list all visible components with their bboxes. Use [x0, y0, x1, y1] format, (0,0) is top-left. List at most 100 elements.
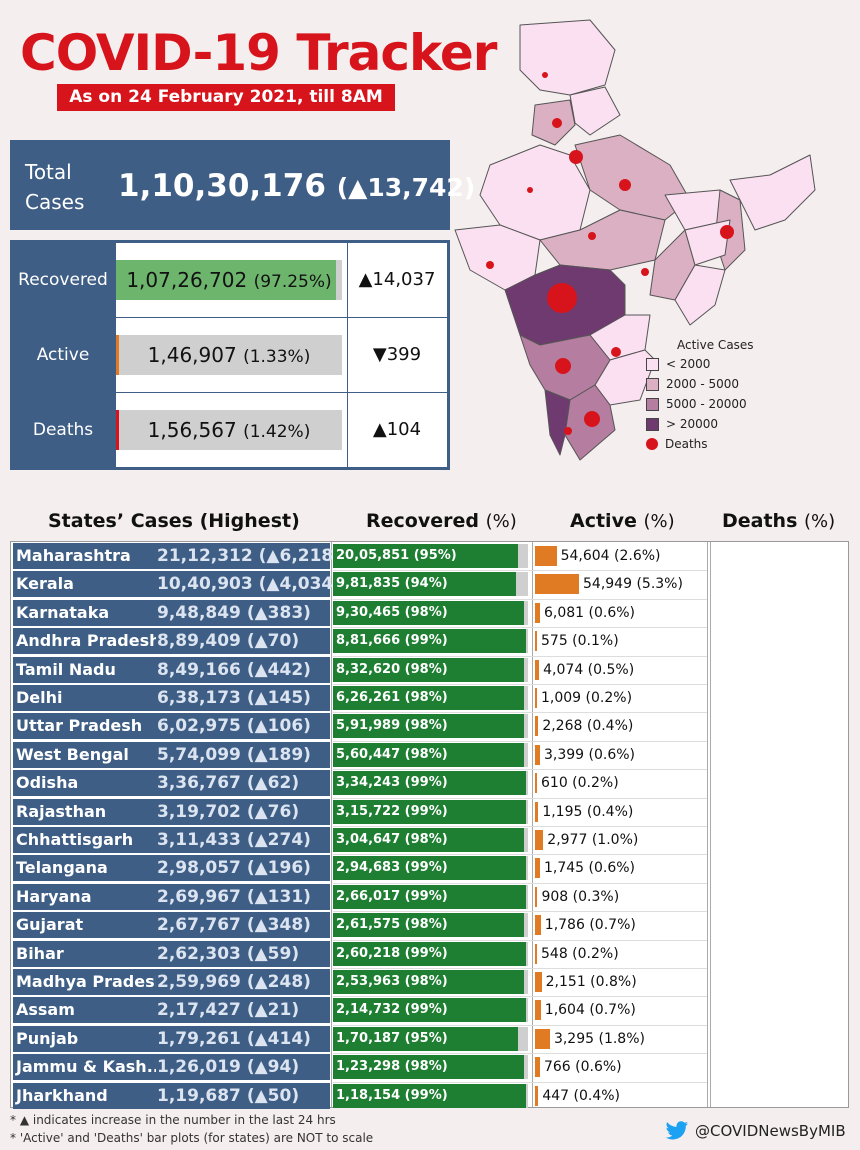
active-pct: (2.6%): [609, 548, 661, 564]
map-legend: Active Cases < 2000 2000 - 5000 5000 - 200…: [646, 338, 754, 454]
state-total-cell: 8,89,409 (▲70): [156, 628, 330, 655]
state-total-cell: 21,12,312 (▲6,218): [156, 543, 341, 569]
table-row: Andhra Pradesh 8,89,409 (▲70) 8,81,666 (99…: [11, 627, 850, 655]
recovered-pct: (98%): [400, 1059, 448, 1075]
recovered-bar-fill: [333, 629, 527, 654]
total-cases-label: Total Cases: [25, 157, 84, 217]
state-total: 10,40,903: [157, 574, 253, 595]
active-pct: (0.2%): [581, 690, 633, 706]
state-name: Gujarat: [13, 912, 156, 939]
date-banner: As on 24 February 2021, till 8AM: [57, 84, 395, 111]
state-total-cell: 2,67,767 (▲348): [156, 912, 330, 939]
recovered-value: 3,04,647: [336, 832, 401, 847]
state-total: 5,74,099: [157, 744, 241, 765]
recovered-text: 5,91,989 (98%): [336, 714, 448, 738]
row-separator: [333, 911, 707, 913]
active-bar: [535, 1057, 540, 1078]
active-bar: [535, 858, 540, 879]
recovered-value: 6,26,261: [336, 690, 401, 705]
credit: @COVIDNewsByMIB: [665, 1121, 846, 1141]
table-row: Gujarat 2,67,767 (▲348) 2,61,575 (98%) 1,78…: [11, 911, 850, 939]
row-separator: [333, 996, 707, 998]
state-name: Punjab: [13, 1025, 156, 1052]
active-pct: (0.6%): [584, 746, 636, 763]
header-recovered-text: Recovered: [366, 510, 479, 532]
row-separator: [333, 826, 707, 827]
active-bar: [535, 801, 539, 822]
state-name: Maharashtra: [13, 543, 156, 569]
legend-label: 2000 - 5000: [666, 377, 740, 391]
recovered-bar-fill: [333, 913, 525, 938]
active-text: 548 (0.2%): [541, 942, 619, 966]
active-text: 575 (0.1%): [541, 629, 619, 653]
recovered-bar: 3,04,647 (98%): [333, 828, 528, 852]
death-marker-tamilnadu: [584, 411, 600, 427]
recovered-bar-fill: [333, 686, 525, 710]
recovered-bar: 20,05,851 (95%): [333, 544, 528, 568]
recovered-bar-fill: [333, 856, 527, 881]
state-total-cell: 8,49,166 (▲442): [156, 656, 330, 683]
total-value: 1,10,30,176: [118, 168, 326, 204]
state-total: 3,11,433: [157, 830, 241, 850]
recovered-bar: 5,60,447 (98%): [333, 742, 528, 767]
summary-panel: Recovered 1,07,26,702 (97.25%) ▲14,037 Acti…: [10, 240, 450, 470]
active-value: 2,977: [547, 832, 588, 848]
table-row: Karnataka 9,48,849 (▲383) 9,30,465 (98%) 6,…: [11, 599, 850, 627]
recovered-text: 3,04,647 (98%): [336, 828, 448, 852]
header-active: Active (%): [570, 510, 675, 532]
recovered-text: 2,66,017 (99%): [336, 885, 448, 909]
recovered-text: 2,60,218 (99%): [336, 942, 448, 966]
active-pct: (0.1%): [567, 633, 619, 650]
header-states-text: States’ Cases (Highest): [48, 510, 300, 532]
recovered-value: 5,60,447: [336, 746, 401, 762]
active-value: 1,009: [541, 690, 582, 706]
active-text: 3,399 (0.6%): [544, 743, 635, 767]
header-recovered: Recovered (%): [366, 510, 517, 532]
legend-title: Active Cases: [677, 338, 754, 352]
recovered-bar: 9,30,465 (98%): [333, 600, 528, 625]
state-total: 6,38,173: [157, 688, 241, 708]
active-bar: [535, 1028, 550, 1049]
legend-item: > 20000: [646, 414, 754, 434]
india-map: [454, 19, 816, 461]
recovered-bar: 6,26,261 (98%): [333, 686, 528, 710]
header-recovered-pct: (%): [485, 511, 517, 532]
recovered-text: 8,81,666 (99%): [336, 629, 448, 653]
map-region-north: [519, 19, 616, 96]
active-pct: (0.3%): [568, 888, 620, 905]
summary-label-deaths: Deaths: [32, 420, 94, 440]
active-bar: [535, 659, 540, 680]
footnote-1: * ▲ indicates increase in the number in …: [10, 1113, 336, 1127]
state-delta: (▲414): [246, 1028, 311, 1049]
recovered-pct: (98%): [400, 604, 448, 620]
state-name: Karnataka: [13, 599, 156, 626]
active-text: 1,786 (0.7%): [545, 913, 636, 937]
table-row: Maharashtra 21,12,312 (▲6,218) 20,05,851 (…: [11, 542, 850, 570]
active-bar: [535, 546, 557, 566]
death-marker-mp: [588, 232, 596, 240]
state-total: 3,19,702: [157, 801, 241, 822]
table-row: Uttar Pradesh 6,02,975 (▲106) 5,91,989 (98…: [11, 712, 850, 740]
state-delta: (▲94): [246, 1057, 300, 1078]
state-total-cell: 6,38,173 (▲145): [156, 685, 330, 711]
active-value: 54,604: [560, 548, 610, 564]
active-pct: (0.6%): [584, 604, 636, 621]
state-name: Telangana: [13, 855, 156, 882]
summary-delta-active: ▼399: [372, 344, 422, 365]
active-text: 3,295 (1.8%): [554, 1027, 645, 1051]
legend-item: 2000 - 5000: [646, 374, 754, 394]
active-pct: (0.5%): [583, 661, 635, 678]
state-name: Odisha: [13, 770, 156, 797]
recovered-pct: (94%): [400, 576, 448, 592]
summary-delta-recovered: ▲14,037: [358, 269, 436, 290]
recovered-pct: (98%): [400, 917, 448, 933]
header-active-text: Active: [570, 510, 637, 532]
recovered-value: 2,66,017: [336, 888, 401, 904]
active-bar: [535, 972, 542, 992]
recovered-value: 8,81,666: [336, 633, 401, 649]
state-total-cell: 3,36,767 (▲62): [156, 770, 330, 797]
state-name: Kerala: [13, 571, 156, 598]
recovered-text: 2,94,683 (99%): [336, 856, 448, 880]
active-bar: [535, 688, 537, 708]
state-total: 1,19,687: [157, 1085, 241, 1106]
